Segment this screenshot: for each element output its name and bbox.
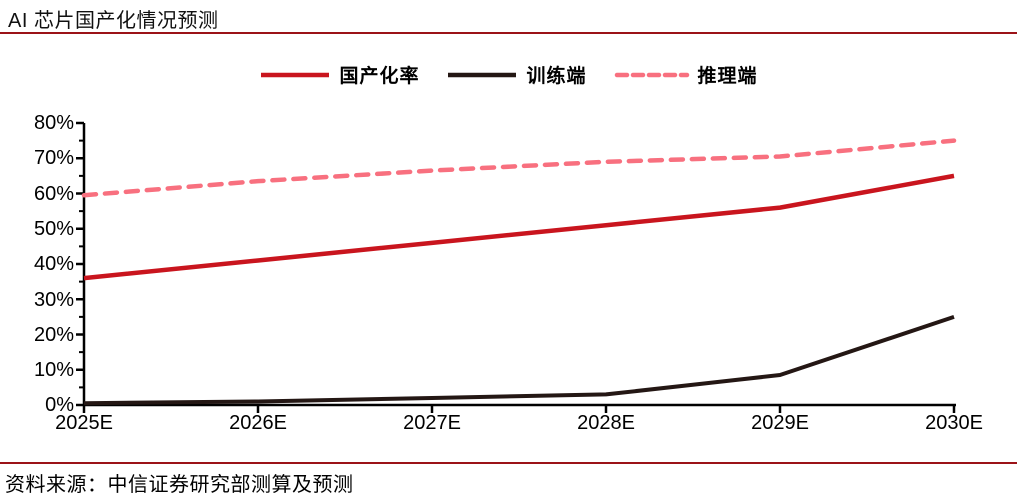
x-tick-label: 2030E — [925, 412, 983, 434]
chart-legend: 国产化率 训练端 推理端 — [0, 61, 1017, 88]
x-tick-label: 2029E — [751, 412, 809, 434]
legend-item-training-side: 训练端 — [446, 61, 586, 88]
x-tick-label: 2028E — [577, 412, 635, 434]
legend-label: 推理端 — [697, 66, 758, 87]
y-tick-label: 80% — [33, 112, 74, 134]
page-title: AI 芯片国产化情况预测 — [8, 10, 219, 32]
y-tick-label: 10% — [33, 359, 74, 381]
x-tick-label: 2027E — [403, 412, 461, 434]
source-divider-rule — [0, 462, 1017, 464]
y-tick-label: 70% — [33, 147, 74, 169]
y-tick-label: 60% — [33, 183, 74, 205]
y-tick-label: 30% — [33, 289, 74, 311]
legend-label: 国产化率 — [339, 66, 420, 87]
red-solid-line-swatch — [261, 72, 330, 77]
title-divider-rule — [0, 32, 1017, 34]
y-tick-label: 0% — [45, 394, 74, 416]
x-tick-label: 2025E — [55, 412, 113, 434]
pink-dashed-line-swatch — [614, 72, 689, 77]
legend-label: 训练端 — [526, 66, 587, 87]
black-solid-line-swatch — [448, 72, 517, 77]
y-tick-label: 20% — [33, 324, 74, 346]
y-tick-label: 50% — [33, 218, 74, 240]
legend-item-inference-side: 推理端 — [614, 61, 758, 88]
y-tick-label: 40% — [33, 253, 74, 275]
source-note: 资料来源：中信证券研究部测算及预测 — [5, 474, 354, 496]
legend-item-domestication-rate: 国产化率 — [259, 61, 419, 88]
x-tick-label: 2026E — [229, 412, 287, 434]
